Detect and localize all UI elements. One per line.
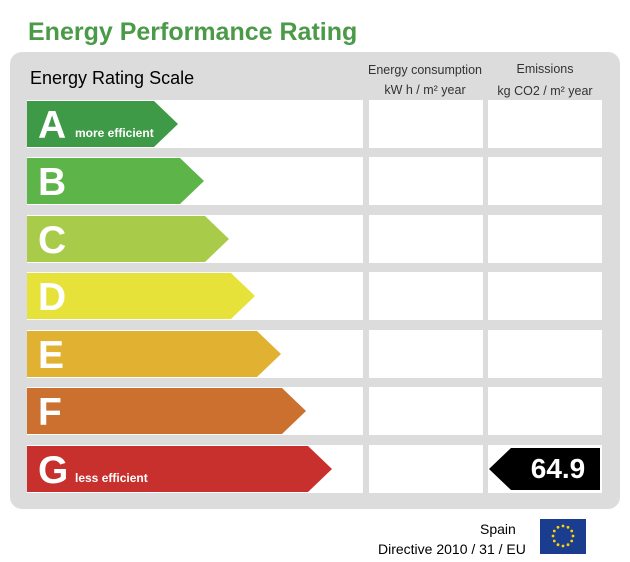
- emissions-cell-a: [488, 100, 602, 148]
- page-title: Energy Performance Rating: [28, 18, 358, 46]
- consumption-cell-b: [369, 157, 483, 205]
- footer-country: Spain: [480, 521, 516, 537]
- consumption-cell-e: [369, 330, 483, 378]
- rating-arrow-d: D: [27, 273, 255, 319]
- eu-flag-icon: [540, 519, 586, 554]
- emissions-cell-c: [488, 215, 602, 263]
- emissions-column-header: Emissions kg CO2 / m² year: [484, 59, 606, 101]
- rating-arrow-g: G less efficient: [27, 446, 332, 492]
- rating-arrow-e: E: [27, 331, 281, 377]
- rating-letter-b: B: [38, 161, 67, 204]
- emissions-value: 64.9: [530, 453, 586, 484]
- consumption-header-line1: Energy consumption: [368, 63, 482, 77]
- rating-letter-g: G: [38, 449, 69, 492]
- emissions-cell-d: [488, 272, 602, 320]
- emissions-cell-e: [488, 330, 602, 378]
- rating-letter-d: D: [38, 276, 67, 319]
- consumption-cell-g: [369, 445, 483, 493]
- rating-letter-a: A: [38, 104, 67, 147]
- scale-title: Energy Rating Scale: [30, 68, 195, 88]
- consumption-column-header: Energy consumption kW h / m² year: [364, 60, 486, 100]
- emissions-header-line2: kg CO2 / m² year: [497, 84, 593, 98]
- eu-flag-background: [540, 519, 586, 554]
- emissions-cell-b: [488, 157, 602, 205]
- rating-arrow-a: A more efficient: [27, 101, 178, 147]
- rating-note-more-efficient: more efficient: [75, 126, 154, 140]
- emissions-value-badge: 64.9: [489, 448, 600, 490]
- consumption-cell-f: [369, 387, 483, 435]
- rating-note-less-efficient: less efficient: [75, 471, 148, 485]
- footer-directive: Directive 2010 / 31 / EU: [378, 541, 526, 557]
- consumption-cell-c: [369, 215, 483, 263]
- emissions-header-line1: Emissions: [516, 62, 574, 76]
- rating-letter-c: C: [38, 219, 67, 262]
- consumption-header-line2: kW h / m² year: [384, 83, 466, 97]
- rating-letter-e: E: [38, 334, 65, 377]
- consumption-cell-a: [369, 100, 483, 148]
- rating-letter-f: F: [38, 391, 62, 434]
- rating-arrow-f: F: [27, 388, 306, 434]
- eu-flag-stars: [551, 524, 575, 548]
- emissions-cell-f: [488, 387, 602, 435]
- rating-arrow-b: B: [27, 158, 204, 204]
- rating-arrow-c: C: [27, 216, 229, 262]
- consumption-cell-d: [369, 272, 483, 320]
